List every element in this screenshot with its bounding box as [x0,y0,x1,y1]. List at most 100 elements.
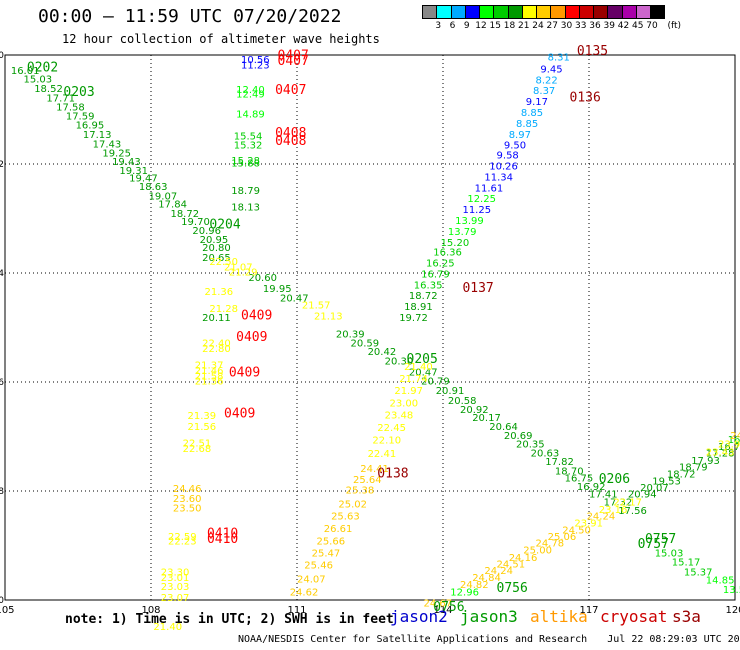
wave-height-value: 15.37 [684,567,713,578]
wave-height-value: 23.43 [706,448,735,459]
wave-height-value: 15.54 [234,131,263,142]
wave-height-value: 17.82 [545,457,574,468]
wave-height-value: 15.20 [441,238,470,249]
wave-height-value: 19.53 [652,476,681,487]
wave-height-value: 21.57 [302,300,331,311]
wave-height-value: 17.56 [618,506,647,517]
wave-height-value: 24.50 [562,526,591,537]
wave-height-value: 8.97 [509,130,531,141]
wave-height-value: 18.79 [679,462,708,473]
wave-height-value: 11.61 [475,183,504,194]
lon-tick-label: 105 [0,605,15,616]
wave-height-value: 20.11 [202,313,231,324]
wave-height-value: 20.63 [531,449,560,460]
wave-height-value: 13.99 [455,216,484,227]
legend-altika: altika [530,607,588,626]
lat-tick-label: -50 [0,51,4,61]
wave-height-value: 24.11 [730,431,740,442]
wave-height-value: 18.91 [404,302,433,313]
map-title: 00:00 – 11:59 UTC 07/20/2022 [38,6,342,27]
wave-height-value: 12.25 [467,194,496,205]
wave-height-value: 25.38 [346,486,375,497]
color-scale-label: 6 [449,21,456,31]
pass-time-label: 0407 [278,54,309,69]
color-scale-label: 27 [546,21,558,31]
wave-height-value: 18.13 [231,202,260,213]
wave-height-value: 18.72 [170,209,199,220]
wave-height-value: 20.47 [280,293,309,304]
wave-height-value: 15.88 [231,159,260,170]
wave-height-value: 23.30 [161,567,190,578]
wave-height-value: 21.36 [205,287,234,298]
wave-height-value: 18.72 [667,469,696,480]
wave-height-value: 17.41 [589,490,618,501]
wave-height-value: 23.50 [173,504,202,515]
wave-height-value: 11.34 [484,172,513,183]
wave-height-value: 9.50 [504,141,526,152]
wave-height-value: 21.36 [195,377,224,388]
wave-height-value: 19.31 [119,166,148,177]
pass-time-label: 0409 [241,308,272,323]
wave-height-value: 23.91 [574,518,603,529]
wave-height-value: 11.23 [241,61,270,72]
wave-height-value: 25.00 [523,546,552,557]
wave-height-value: 16.75 [565,474,594,485]
lon-tick-label: 120 [725,605,740,616]
pass-time-label: 0206 [599,472,630,487]
wave-height-value: 10.56 [241,55,270,66]
wave-height-value: 20.95 [200,235,229,246]
wave-height-value: 18.63 [139,182,168,193]
wave-height-value: 15.17 [672,558,701,569]
wave-height-value: 23.60 [173,494,202,505]
wave-height-value: 20.58 [448,396,477,407]
wave-height-value: 20.35 [516,439,545,450]
color-scale-label: 42 [617,21,630,31]
lat-tick-label: -56 [0,378,4,388]
wave-height-value: 23.03 [161,582,190,593]
wave-height-value: 16.36 [433,248,462,259]
wave-height-value: 9.45 [540,64,562,75]
wave-height-value: 11.25 [462,205,491,216]
pass-time-label: 0407 [278,48,309,63]
wave-height-value: 24.78 [535,539,564,550]
wave-height-value: 17.43 [93,140,122,151]
wave-height-value: 19.70 [181,217,210,228]
wave-height-value: 22.17 [613,498,642,509]
wave-height-value: 19.95 [263,284,292,295]
wave-height-value: 15.03 [23,74,52,85]
wave-height-value: 12.96 [450,588,479,599]
map-frame [4,54,736,601]
wave-height-value: 13.79 [448,227,477,238]
pass-time-label: 0408 [275,126,306,141]
wave-height-value: 13.5 [723,585,740,596]
wave-height-value: 26.61 [324,524,353,535]
wave-height-value: 20.47 [409,367,438,378]
wave-height-value: 16.92 [577,482,606,493]
lon-tick-label: 114 [433,605,452,616]
wave-height-value: 20.07 [640,483,669,494]
wave-height-value: 16.35 [414,280,443,291]
wave-height-value: 21.40 [404,362,433,373]
wave-height-value: 21.29 [229,268,258,279]
wave-height-value: 22.51 [183,438,212,449]
wave-height-value: 23.92 [718,439,740,450]
wave-height-value: 20.60 [248,273,277,284]
wave-height-value: 20.17 [472,413,501,424]
wave-height-value: 8.22 [535,75,557,86]
wave-height-value: 25.64 [353,475,382,486]
wave-height-value: 21.37 [195,360,224,371]
pass-time-label: 0407 [275,83,306,98]
wave-height-value: 24.24 [587,511,616,522]
lat-tick-label: -58 [0,487,4,497]
wave-height-value: 21.28 [209,304,238,315]
color-scale-label: 21 [518,21,530,31]
wave-height-value: 20.59 [351,339,380,350]
wave-height-value: 17.32 [604,498,633,509]
wave-height-value: 22.50 [209,257,238,268]
wave-height-value: 17.59 [66,111,95,122]
pass-time-label: 0205 [407,352,438,367]
wave-height-value: 24.51 [497,559,526,570]
legend-cryosat: cryosat [600,607,668,626]
wave-height-value: 12.40 [236,85,265,96]
color-cell [650,5,666,19]
